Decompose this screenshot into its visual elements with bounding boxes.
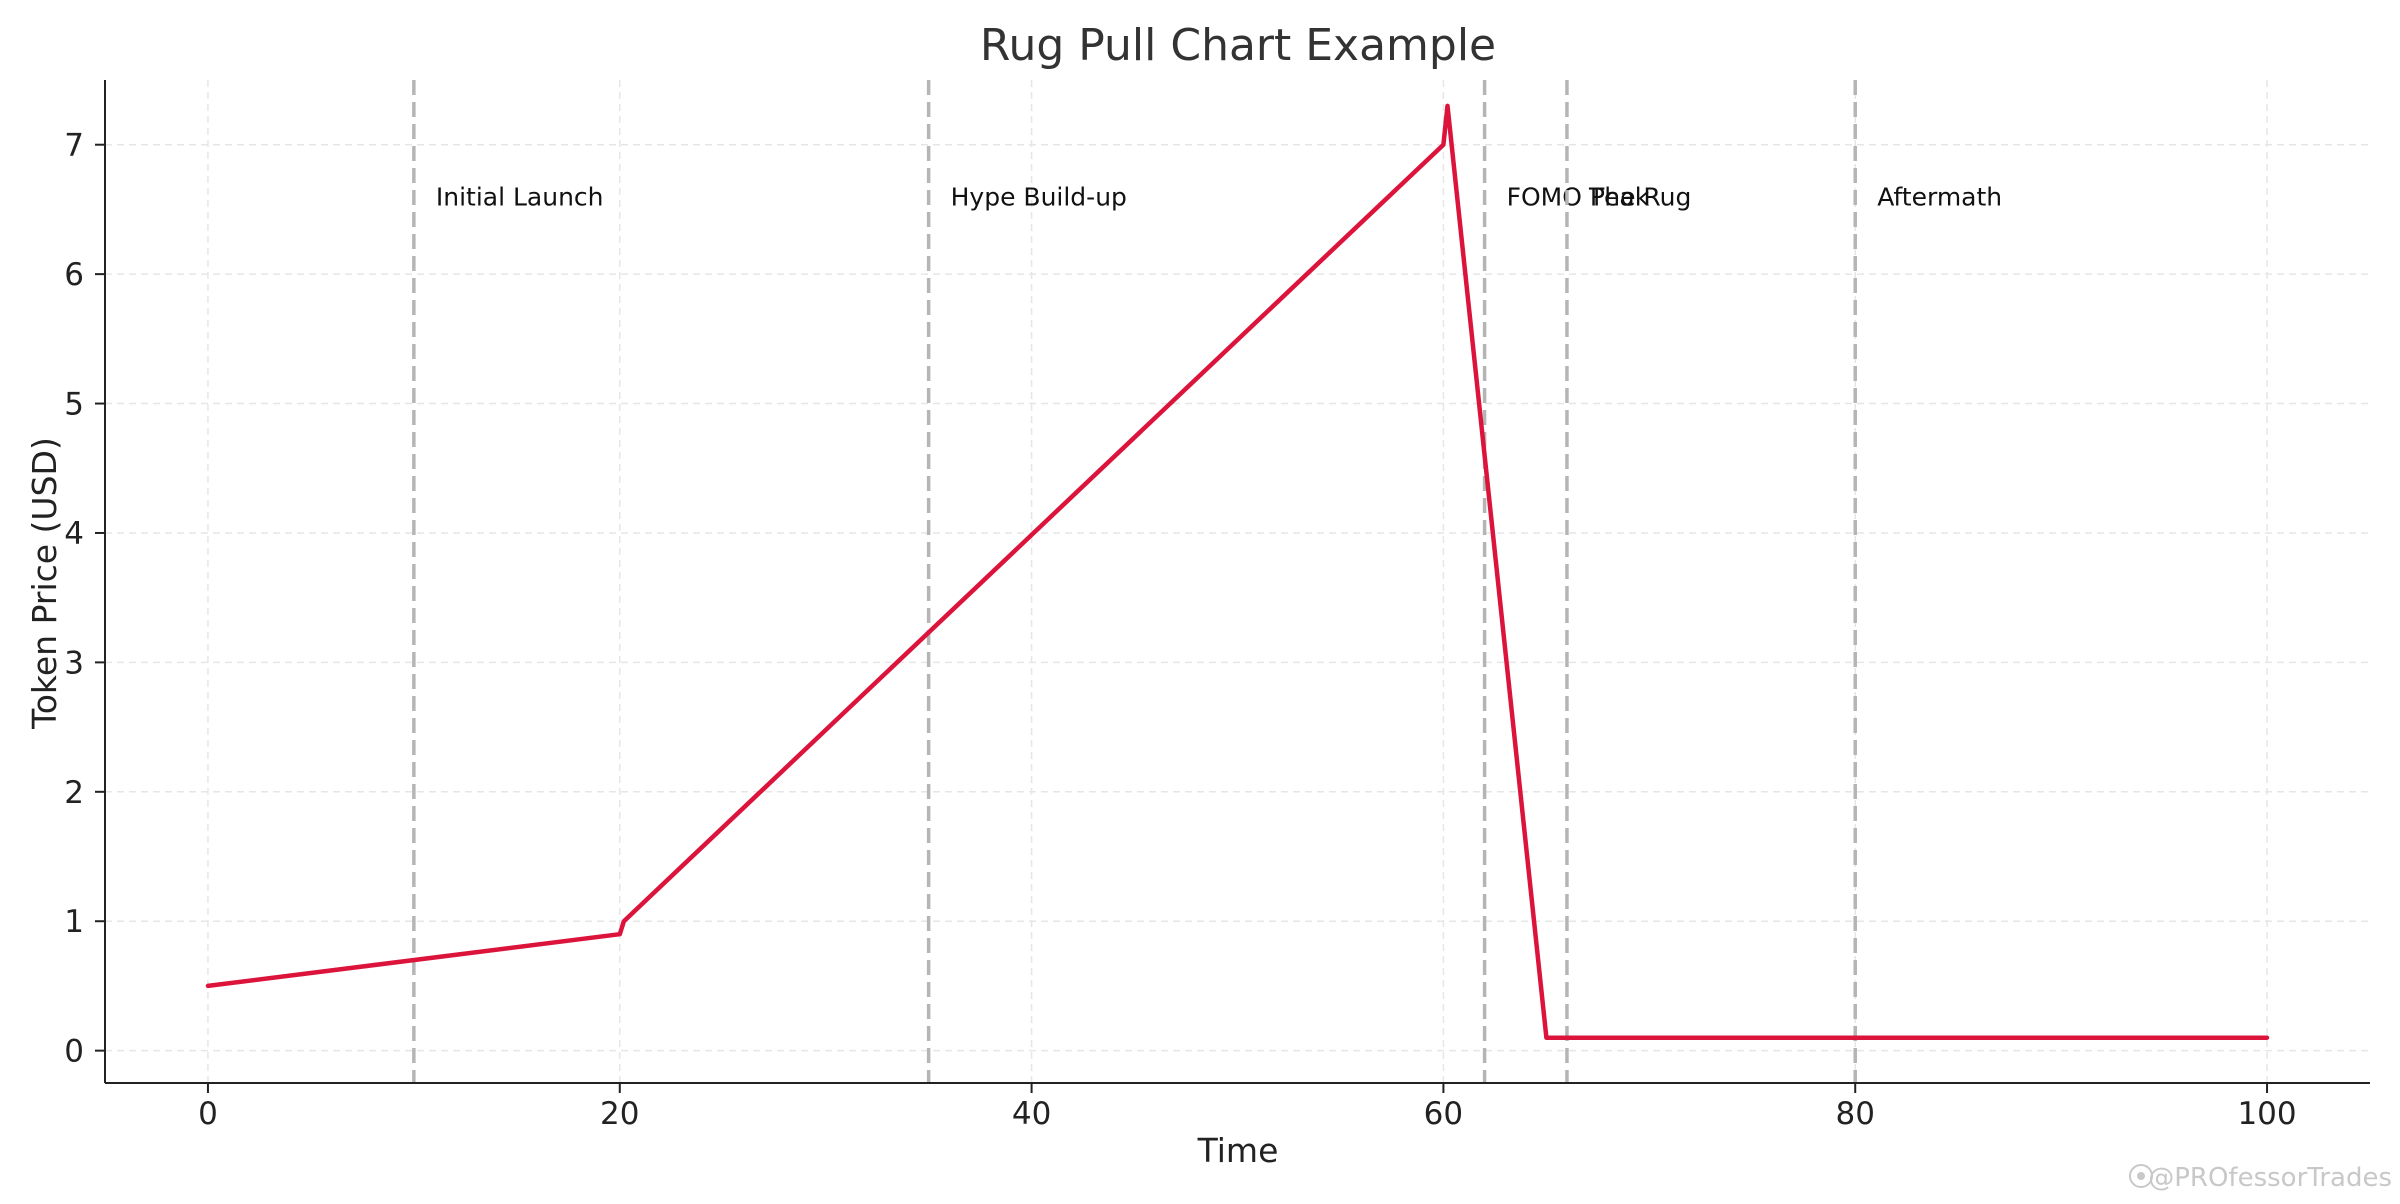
x-tick-label: 80 [1836,1096,1875,1132]
axes-layer: 0 20 40 60 80 100 0 1 2 3 4 5 6 7 [64,80,2370,1132]
phase-label: Initial Launch [436,182,604,211]
phase-label: Aftermath [1877,182,2002,211]
y-tick-label: 5 [64,387,84,423]
y-axis-label: Token Price (USD) [25,437,64,730]
watermark-logo [2129,1164,2153,1188]
x-axis-label: Time [1197,1131,1279,1170]
x-tick-label: 0 [198,1096,218,1132]
y-tick-label: 4 [64,516,84,552]
x-tick-label: 40 [1012,1096,1051,1132]
phase-label: The Rug [1588,182,1691,211]
y-tick-label: 7 [64,128,84,164]
grid-layer [105,80,2370,1083]
y-tick-label: 3 [64,645,84,681]
series-layer [205,103,2270,1040]
y-tick-label: 1 [64,904,84,940]
y-tick-label: 6 [64,257,84,293]
y-tick-label: 2 [64,775,84,811]
chart-title: Rug Pull Chart Example [980,20,1496,71]
phase-label: FOMO Peak [1507,182,1650,211]
x-tick-label: 20 [600,1096,639,1132]
x-tick-label: 100 [2237,1096,2296,1132]
watermark: @PROfessorTrades [2129,1163,2392,1193]
watermark-text: @PROfessorTrades [2148,1163,2392,1193]
x-tick-label: 60 [1424,1096,1463,1132]
y-tick-label: 0 [64,1034,84,1070]
phase-label: Hype Build-up [951,182,1127,211]
phase-lines: Initial Launch Hype Build-up FOMO PeakThe … [412,80,2002,1083]
series-line [205,103,2270,1040]
